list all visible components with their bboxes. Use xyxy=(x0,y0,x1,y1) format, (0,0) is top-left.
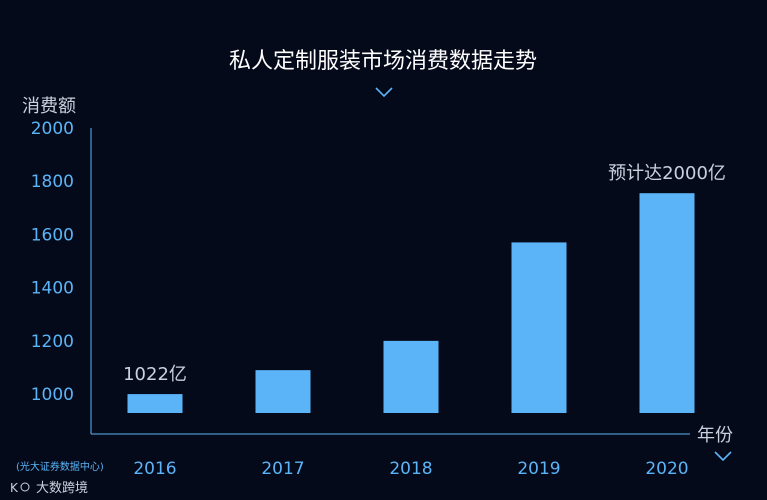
y-tick-label: 1600 xyxy=(31,225,74,245)
bar-2019 xyxy=(511,242,567,413)
brand-name: 大数跨境 xyxy=(36,481,88,496)
bar-2018 xyxy=(383,340,439,413)
x-ticks: 2016 2017 2018 2019 2020 xyxy=(133,459,688,479)
bar-2016 xyxy=(127,394,183,413)
bar-2020 xyxy=(639,193,695,413)
x-axis-chevron-down-icon xyxy=(714,451,732,462)
y-tick-label: 2000 xyxy=(31,119,74,139)
y-tick-label: 1400 xyxy=(31,279,74,299)
source-note: (光大证券数据中心) xyxy=(16,460,104,473)
x-tick-label: 2019 xyxy=(517,459,560,479)
data-labels: 1022亿 预计达2000亿 xyxy=(123,163,726,385)
logo-mark-icon: K xyxy=(10,481,19,495)
bars xyxy=(127,193,695,413)
x-tick-label: 2016 xyxy=(133,459,176,479)
logo-ring-icon xyxy=(20,482,30,492)
y-ticks: 1000 1200 1400 1600 1800 2000 xyxy=(31,119,74,405)
data-label-2020: 预计达2000亿 xyxy=(608,163,726,184)
y-tick-label: 1200 xyxy=(31,332,74,352)
y-tick-label: 1000 xyxy=(31,385,74,405)
data-label-2016: 1022亿 xyxy=(123,364,187,385)
x-tick-label: 2017 xyxy=(261,459,304,479)
x-tick-label: 2020 xyxy=(645,459,688,479)
y-tick-label: 1800 xyxy=(31,172,74,192)
bar-2017 xyxy=(255,370,311,413)
x-axis-label: 年份 xyxy=(697,425,733,446)
chart-title: 私人定制服装市场消费数据走势 xyxy=(229,49,537,74)
brand-logo: K 大数跨境 xyxy=(10,481,88,496)
y-axis-label: 消费额 xyxy=(22,96,76,117)
title-chevron-down-icon xyxy=(375,87,393,98)
x-tick-label: 2018 xyxy=(389,459,432,479)
